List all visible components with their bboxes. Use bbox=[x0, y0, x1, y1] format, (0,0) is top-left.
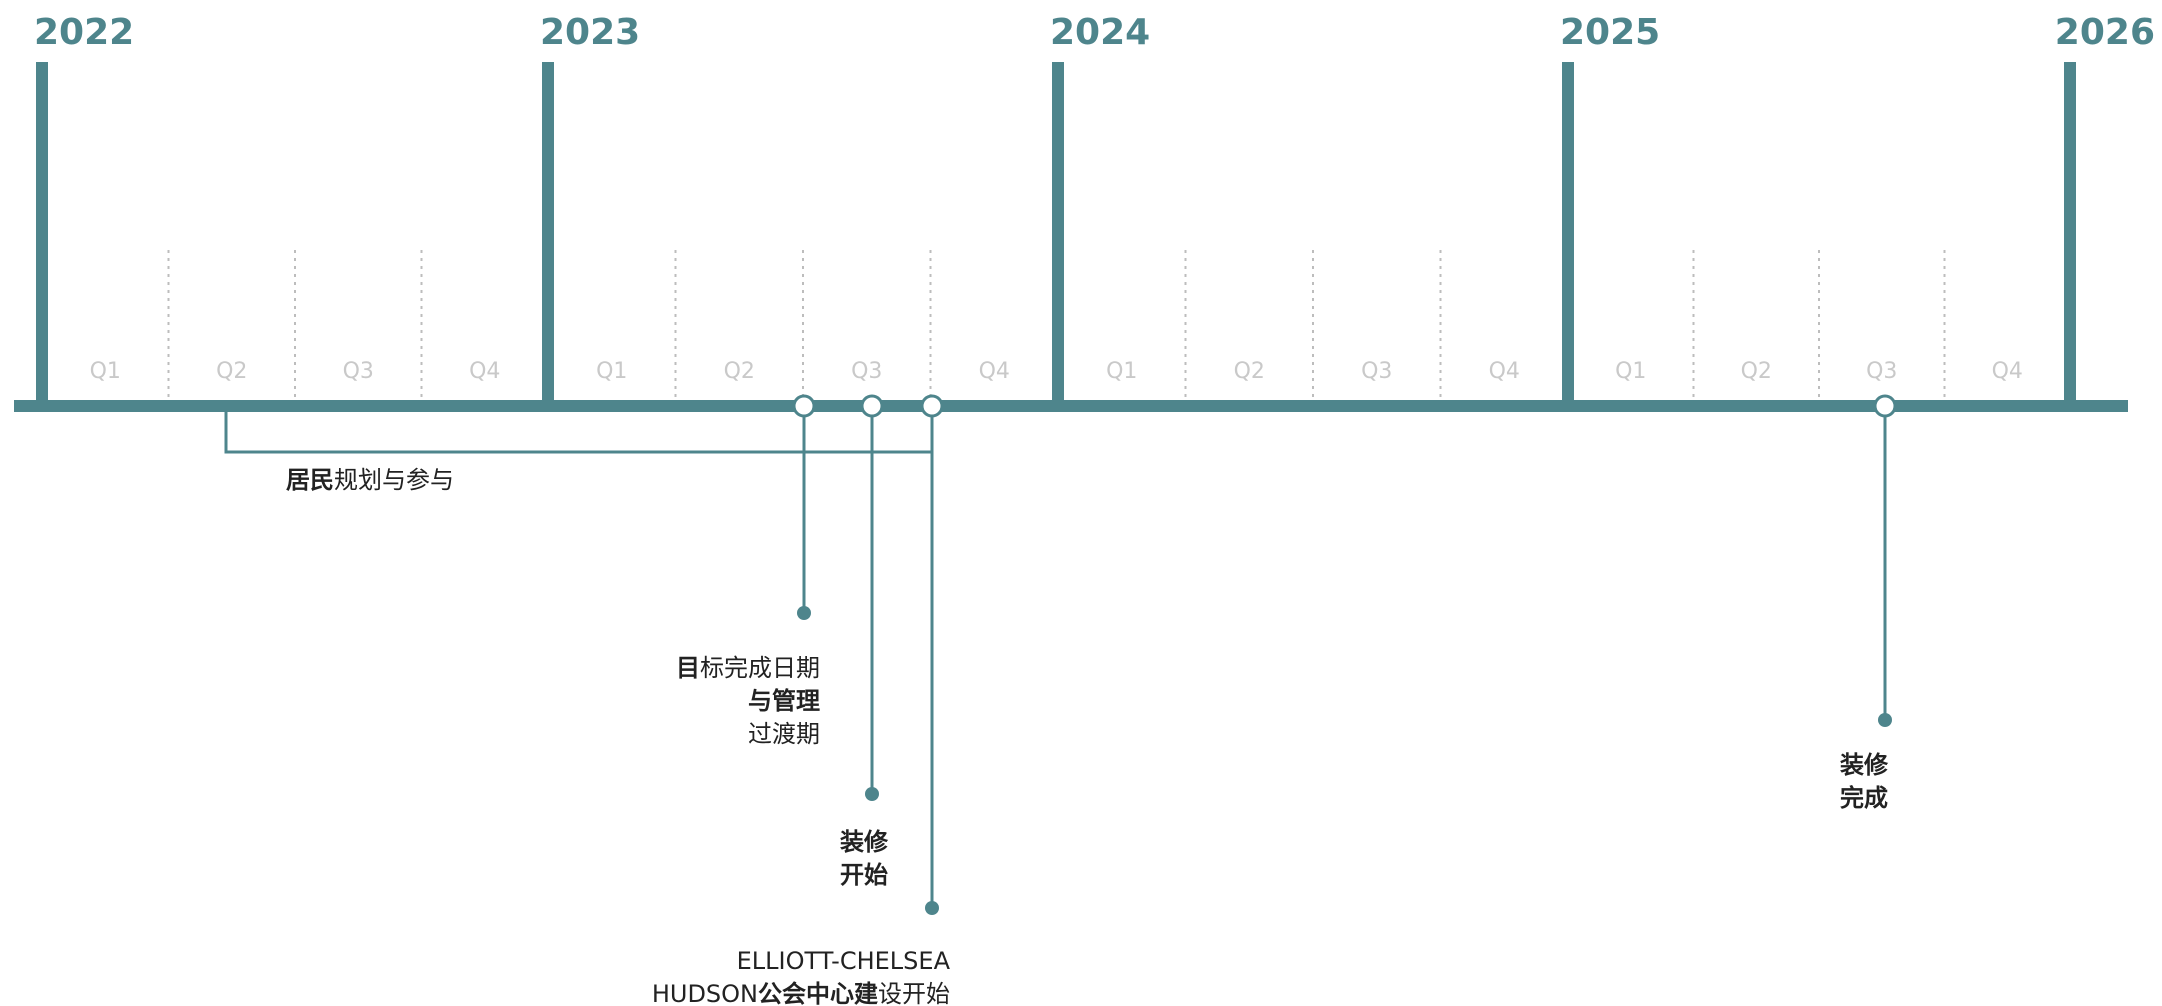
quarter-label-2024-Q4: Q4 bbox=[1489, 359, 1520, 384]
quarter-label-2023-Q1: Q1 bbox=[596, 359, 627, 384]
quarter-label-2022-Q4: Q4 bbox=[469, 359, 500, 384]
quarter-label-2025-Q3: Q3 bbox=[1866, 359, 1897, 384]
year-labels: 2022 2023 2024 2025 2026 bbox=[34, 12, 2155, 53]
renovation-complete-dot bbox=[1878, 713, 1892, 727]
event-label-segment: 标完成日期 bbox=[700, 654, 820, 682]
renovation-complete-marker bbox=[1873, 394, 1897, 418]
quarter-label-2022-Q3: Q3 bbox=[343, 359, 374, 384]
quarter-dividers bbox=[167, 250, 1946, 400]
quarter-label-2022-Q1: Q1 bbox=[90, 359, 121, 384]
event-label-segment: 装修 bbox=[840, 828, 889, 856]
quarter-label-2024-Q3: Q3 bbox=[1361, 359, 1392, 384]
quarter-label-2024-Q1: Q1 bbox=[1106, 359, 1137, 384]
renovation-start-label: 装修开始 bbox=[840, 828, 889, 889]
event-label-segment: ELLIOTT-CHELSEA bbox=[737, 947, 951, 975]
quarter-labels: Q1 Q2 Q3 Q4 Q1 Q2 Q3 Q4 Q1 Q2 Q3 Q4 Q1 Q2 Q3 Q4 bbox=[90, 359, 2023, 384]
renovation-start-dot bbox=[865, 787, 879, 801]
quarter-label-2025-Q2: Q2 bbox=[1741, 359, 1772, 384]
event-label-segment: 目 bbox=[676, 654, 700, 682]
quarter-label-2023-Q4: Q4 bbox=[979, 359, 1010, 384]
target-completion-marker bbox=[792, 394, 816, 418]
quarter-label-2023-Q3: Q3 bbox=[851, 359, 882, 384]
event-label-segment: 与管理 bbox=[748, 687, 820, 715]
event-label-segment: 设开始 bbox=[878, 980, 950, 1006]
renovation-start-marker bbox=[860, 394, 884, 418]
community-center-marker bbox=[920, 394, 944, 418]
quarter-label-2023-Q2: Q2 bbox=[724, 359, 755, 384]
event-label-segment: HUDSON bbox=[652, 980, 758, 1006]
event-label-segment: 完成 bbox=[1840, 784, 1888, 812]
year-label-2022: 2022 bbox=[34, 12, 134, 53]
quarter-label-2025-Q1: Q1 bbox=[1615, 359, 1646, 384]
community-center-dot bbox=[925, 901, 939, 915]
year-label-2024: 2024 bbox=[1050, 12, 1150, 53]
year-label-2026: 2026 bbox=[2055, 12, 2155, 53]
quarter-label-2025-Q4: Q4 bbox=[1992, 359, 2023, 384]
year-label-2023: 2023 bbox=[540, 12, 640, 53]
event-label-segment: 公会中心建 bbox=[758, 980, 878, 1006]
event-label-segment: 过渡期 bbox=[748, 720, 820, 748]
year-label-2025: 2025 bbox=[1560, 12, 1660, 53]
event-label-segment: 开始 bbox=[840, 861, 888, 889]
community-center-label: ELLIOTT-CHELSEA HUDSON公会中心建设开始 bbox=[652, 947, 951, 1006]
quarter-label-2024-Q2: Q2 bbox=[1234, 359, 1265, 384]
event-label-segment: 居民 bbox=[286, 466, 334, 494]
event-label-segment: 装修 bbox=[1840, 751, 1889, 779]
resident-planning-bracket bbox=[224, 406, 934, 454]
target-completion-label: 目标完成日期与管理过渡期 bbox=[676, 654, 820, 748]
year-ticks bbox=[36, 62, 2076, 406]
quarter-label-2022-Q2: Q2 bbox=[216, 359, 247, 384]
target-completion-dot bbox=[797, 606, 811, 620]
resident-planning-label: 居民规划与参与 bbox=[286, 466, 454, 494]
event-label-segment: 规划与参与 bbox=[334, 466, 454, 494]
renovation-complete-label: 装修完成 bbox=[1840, 751, 1889, 812]
